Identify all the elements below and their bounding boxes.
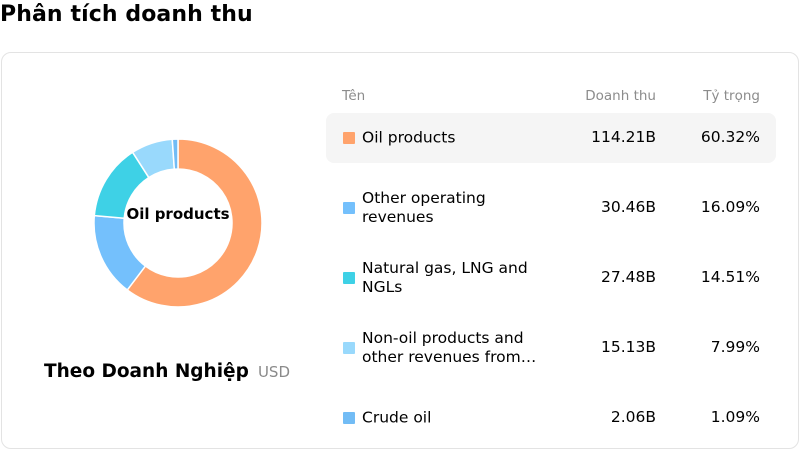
row-revenue: 30.46B [600, 198, 656, 216]
donut-slice-5[interactable] [171, 138, 179, 170]
donut-chart: Oil products [88, 133, 268, 313]
table-header: Tên Doanh thu Tỷ trọng [326, 83, 776, 113]
table-row[interactable]: Natural gas, LNG and NGLs 27.48B 14.51% [326, 253, 776, 303]
row-name: Natural gas, LNG and NGLs [362, 259, 528, 296]
header-share: Tỷ trọng [703, 88, 760, 104]
row-name: Crude oil [362, 408, 432, 427]
row-share: 60.32% [700, 128, 760, 146]
caption-title: Theo Doanh Nghiệp [44, 361, 249, 382]
legend-swatch [343, 272, 355, 284]
legend-swatch [343, 132, 355, 144]
row-revenue: 27.48B [600, 268, 656, 286]
revenue-table: Tên Doanh thu Tỷ trọng Oil products 114.2… [326, 83, 776, 450]
row-revenue: 15.13B [600, 338, 656, 356]
row-share: 16.09% [700, 198, 760, 216]
donut-slice-1[interactable] [126, 138, 263, 308]
table-row[interactable]: Oil products 114.21B 60.32% [326, 113, 776, 163]
page-title: Phân tích doanh thu [0, 2, 253, 27]
legend-swatch [343, 202, 355, 214]
legend-swatch [343, 412, 355, 424]
row-share: 14.51% [700, 268, 760, 286]
donut-svg [93, 138, 263, 308]
table-body: Oil products 114.21B 60.32% Other operating… [326, 113, 776, 443]
chart-caption: Theo Doanh Nghiệp USD [44, 361, 290, 382]
caption-unit: USD [257, 363, 291, 381]
row-share: 7.99% [710, 338, 760, 356]
row-name: Oil products [362, 128, 456, 147]
table-row[interactable]: Other operating revenues 30.46B 16.09% [326, 183, 776, 233]
table-row[interactable]: Crude oil 2.06B 1.09% [326, 393, 776, 443]
row-revenue: 2.06B [610, 408, 656, 426]
donut-center-label: Oil products [126, 205, 230, 223]
row-name: Non-oil products and other revenues from… [362, 329, 537, 366]
table-row[interactable]: Non-oil products and other revenues from… [326, 323, 776, 373]
header-revenue: Doanh thu [585, 88, 656, 104]
revenue-card: Oil products Theo Doanh Nghiệp USD Tên D… [1, 52, 799, 449]
row-share: 1.09% [710, 408, 760, 426]
row-revenue: 114.21B [591, 128, 656, 146]
header-name: Tên [342, 88, 366, 104]
legend-swatch [343, 342, 355, 354]
row-name: Other operating revenues [362, 189, 486, 226]
